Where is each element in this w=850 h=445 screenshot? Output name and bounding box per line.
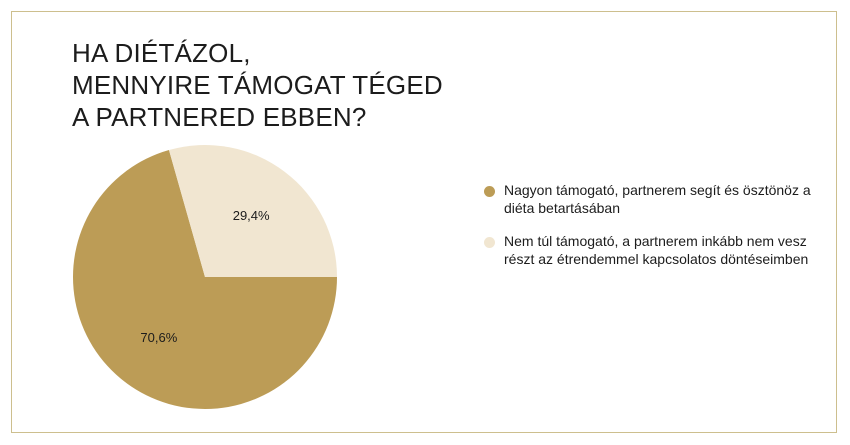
legend-label-not-supportive: Nem túl támogató, a partnerem inkább nem… (504, 233, 809, 267)
title-line-1: HA DIÉTÁZOL, (72, 38, 251, 68)
slice-label-not-supportive: 29,4% (233, 208, 270, 223)
pie-chart: 70,6% 29,4% (73, 145, 337, 409)
title-line-2: MENNYIRE TÁMOGAT TÉGED (72, 70, 443, 100)
chart-frame (11, 11, 837, 433)
slice-supportive (73, 150, 337, 409)
legend-swatch-supportive (484, 186, 495, 197)
slice-label-supportive: 70,6% (140, 330, 177, 345)
slice-not-supportive (168, 145, 337, 277)
legend-item-supportive: Nagyon támogató, partnerem segít és öszt… (484, 182, 814, 217)
legend: Nagyon támogató, partnerem segít és öszt… (484, 182, 814, 284)
title-line-3: A PARTNERED EBBEN? (72, 102, 367, 132)
legend-label-supportive: Nagyon támogató, partnerem segít és öszt… (504, 182, 811, 216)
legend-item-not-supportive: Nem túl támogató, a partnerem inkább nem… (484, 233, 814, 268)
chart-title: HA DIÉTÁZOL, MENNYIRE TÁMOGAT TÉGED A PA… (72, 37, 443, 133)
legend-swatch-not-supportive (484, 237, 495, 248)
